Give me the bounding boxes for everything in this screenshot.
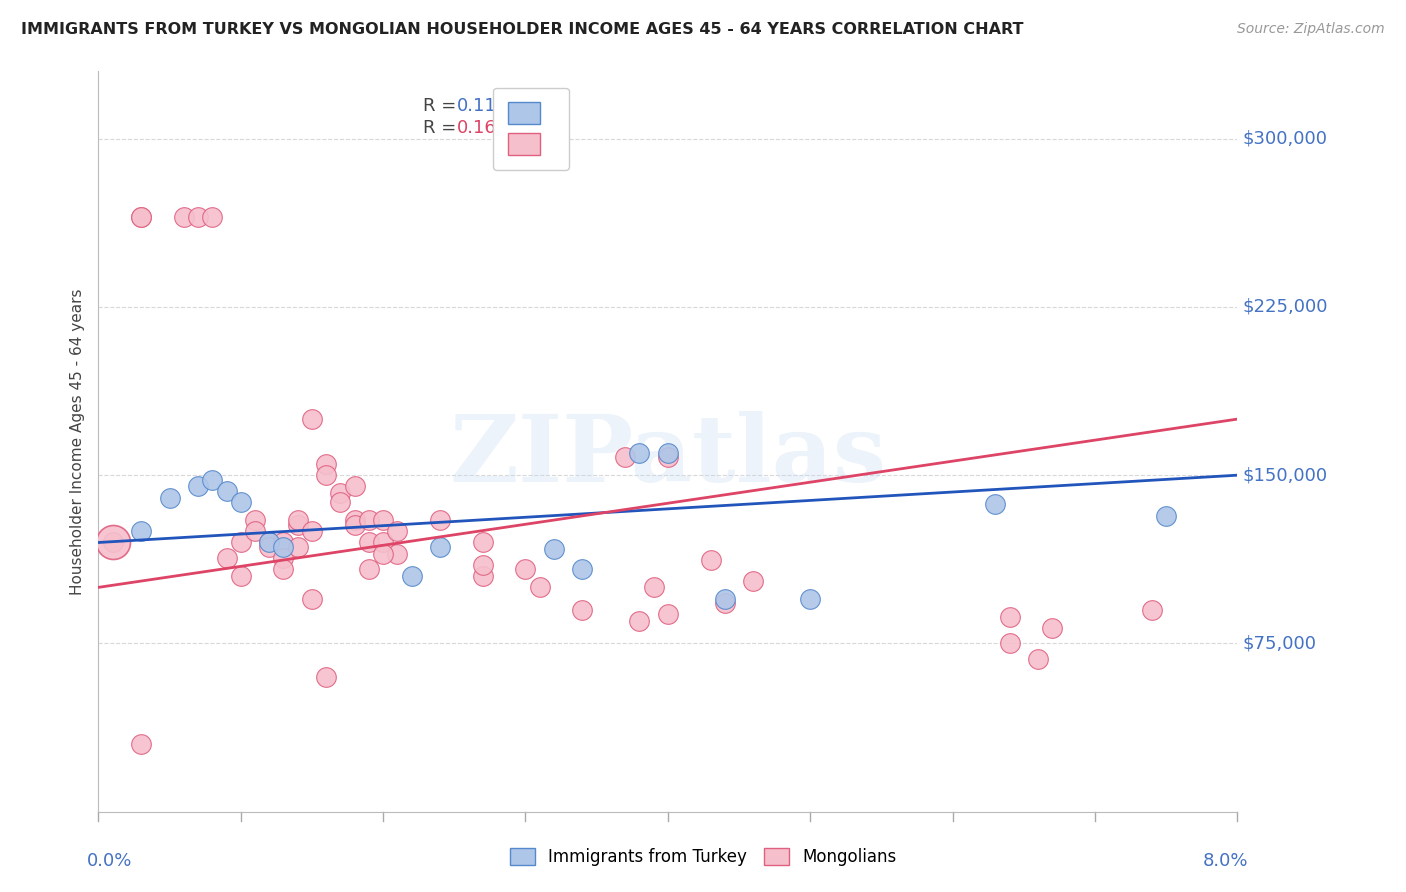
Point (273, 562, 295, 576)
Point (287, 513, 309, 527)
Point (243, 524, 266, 539)
Point (371, 547, 394, 561)
Point (643, 580, 665, 594)
Point (301, 412, 323, 426)
Point (101, 535, 124, 549)
Point (387, 547, 409, 561)
Point (159, 491, 181, 505)
Point (343, 513, 366, 527)
Text: 18: 18 (527, 97, 551, 115)
Point (401, 569, 423, 583)
Point (301, 524, 323, 539)
Point (984, 497, 1007, 511)
Y-axis label: Householder Income Ages 45 - 64 years: Householder Income Ages 45 - 64 years (69, 288, 84, 595)
Point (714, 596, 737, 610)
Point (357, 535, 380, 549)
Text: $225,000: $225,000 (1243, 298, 1329, 316)
Point (742, 574, 765, 588)
Text: 0.0%: 0.0% (87, 853, 132, 871)
Point (315, 457, 337, 471)
Point (259, 540, 281, 554)
Text: N =: N = (491, 97, 543, 115)
Text: $300,000: $300,000 (1243, 129, 1329, 148)
Point (699, 553, 721, 567)
Point (628, 614, 651, 628)
Text: IMMIGRANTS FROM TURKEY VS MONGOLIAN HOUSEHOLDER INCOME AGES 45 - 64 YEARS CORREL: IMMIGRANTS FROM TURKEY VS MONGOLIAN HOUS… (21, 22, 1024, 37)
Point (371, 513, 394, 527)
Point (273, 535, 295, 549)
Point (571, 562, 593, 576)
Point (273, 551, 295, 566)
Point (614, 450, 637, 465)
Point (471, 535, 494, 549)
Text: R =: R = (423, 97, 463, 115)
Point (371, 535, 394, 549)
Point (799, 591, 821, 606)
Point (357, 562, 380, 576)
Point (343, 479, 366, 493)
Text: 59: 59 (527, 120, 551, 137)
Legend: , : , (494, 87, 569, 169)
Point (628, 446, 651, 460)
Point (429, 513, 451, 527)
Point (287, 517, 309, 532)
Point (187, 210, 209, 224)
Point (543, 542, 565, 557)
Point (301, 591, 323, 606)
Point (187, 479, 209, 493)
Point (329, 495, 352, 509)
Point (571, 603, 593, 617)
Point (1040, 621, 1063, 635)
Point (1026, 652, 1049, 666)
Point (215, 551, 238, 566)
Point (343, 517, 366, 532)
Point (129, 524, 152, 539)
Point (315, 468, 337, 483)
Point (215, 483, 238, 498)
Point (259, 535, 281, 549)
Point (471, 558, 494, 572)
Text: ZIPatlas: ZIPatlas (450, 411, 886, 501)
Text: R =: R = (423, 120, 463, 137)
Point (387, 524, 409, 539)
Point (273, 540, 295, 554)
Point (429, 540, 451, 554)
Point (315, 670, 337, 684)
Point (329, 486, 352, 500)
Point (1154, 508, 1177, 523)
Point (657, 607, 679, 622)
Point (287, 540, 309, 554)
Text: $75,000: $75,000 (1243, 634, 1317, 652)
Point (129, 210, 152, 224)
Point (129, 210, 152, 224)
Point (998, 609, 1021, 624)
Point (714, 591, 737, 606)
Point (998, 636, 1021, 650)
Point (129, 738, 152, 752)
Point (471, 569, 494, 583)
Text: $150,000: $150,000 (1243, 467, 1329, 484)
Text: 8.0%: 8.0% (1204, 853, 1249, 871)
Point (259, 535, 281, 549)
Point (201, 210, 224, 224)
Point (229, 569, 252, 583)
Point (101, 535, 124, 549)
Point (173, 210, 195, 224)
Legend: Immigrants from Turkey, Mongolians: Immigrants from Turkey, Mongolians (502, 840, 904, 875)
Text: N =: N = (491, 120, 543, 137)
Point (243, 513, 266, 527)
Point (229, 495, 252, 509)
Point (529, 580, 551, 594)
Point (1140, 603, 1163, 617)
Point (657, 446, 679, 460)
Point (201, 473, 224, 487)
Text: 0.164: 0.164 (457, 120, 509, 137)
Point (657, 450, 679, 465)
Point (229, 535, 252, 549)
Point (357, 513, 380, 527)
Text: Source: ZipAtlas.com: Source: ZipAtlas.com (1237, 22, 1385, 37)
Point (515, 562, 537, 576)
Text: 0.112: 0.112 (457, 97, 509, 115)
